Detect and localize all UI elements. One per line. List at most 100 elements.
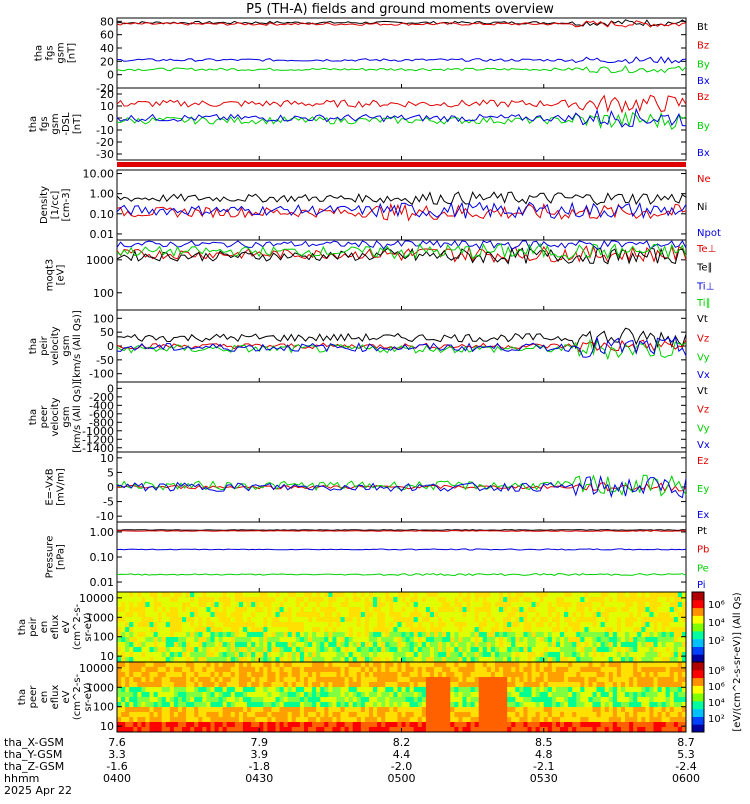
spectrogram-cell [214, 627, 219, 633]
spectrogram-cell [645, 637, 650, 643]
spectrogram-cell [182, 597, 187, 603]
spectrogram-cell [474, 692, 480, 698]
spectrogram-cell [568, 617, 573, 623]
legend-Ti∥: Ti∥ [696, 298, 711, 309]
spectrogram-cell [133, 627, 138, 633]
spectrogram-cell [161, 677, 167, 683]
spectrogram-cell [381, 712, 386, 718]
spectrogram-cell [348, 602, 354, 608]
spectrogram-cell [665, 652, 671, 658]
spectrogram-cell [336, 607, 341, 613]
spectrogram-cell [157, 627, 163, 633]
spectrogram-cell [629, 602, 634, 608]
spectrogram-cell [295, 632, 301, 638]
spectrogram-cell [535, 672, 541, 678]
spectrogram-cell [629, 682, 634, 688]
spectrogram-cell [568, 652, 573, 658]
spectrogram-cell [612, 662, 618, 668]
spectrogram-cell [470, 677, 476, 683]
spectrogram-cell [625, 592, 630, 598]
spectrogram-cell [377, 617, 382, 623]
spectrogram-cell [299, 642, 305, 648]
x-axis-value: 5.3 [677, 748, 695, 761]
spectrogram-cell [470, 607, 476, 613]
spectrogram-cell [238, 692, 244, 698]
spectrogram-cell [474, 662, 480, 668]
spectrogram-cell [295, 617, 301, 623]
spectrogram-cell [539, 642, 545, 648]
spectrogram-cell [612, 642, 618, 648]
spectrogram-cell [324, 692, 329, 698]
panel-frame [116, 17, 687, 89]
spectrogram-cell [222, 672, 228, 678]
spectrogram-cell [324, 592, 329, 598]
spectrogram-cell [352, 717, 358, 723]
spectrogram-cell [568, 687, 573, 693]
colorbar2-segment [692, 669, 704, 679]
spectrogram-cell [177, 712, 183, 718]
spectrogram-cell [584, 727, 589, 733]
spectrogram-cell [389, 682, 394, 688]
spectrogram-cell [494, 617, 500, 623]
spectrogram-cell [141, 687, 146, 693]
spectrogram-cell [182, 702, 187, 708]
spectrogram-cell [234, 597, 240, 603]
spectrogram-cell [125, 632, 130, 638]
y-axis-label: tha [17, 689, 28, 705]
spectrogram-cell [425, 617, 431, 623]
spectrogram-cell [454, 612, 459, 618]
spectrogram-cell [340, 647, 345, 653]
spectrogram-cell [352, 712, 358, 718]
spectrogram-cell [551, 622, 557, 628]
spectrogram-cell [312, 672, 317, 678]
spectrogram-cell [373, 617, 378, 623]
spectrogram-cell [543, 612, 549, 618]
spectrogram-cell [316, 647, 321, 653]
spectrogram-cell [515, 642, 520, 648]
spectrogram-cell [543, 662, 549, 668]
spectrogram-cell [474, 712, 480, 718]
spectrogram-cell [393, 637, 398, 643]
spectrogram-cell [251, 727, 256, 733]
spectrogram-cell [308, 697, 313, 703]
spectrogram-cell [511, 657, 516, 663]
spectrogram-cell [523, 657, 528, 663]
spectrogram-cell [157, 692, 163, 698]
spectrogram-cell [316, 712, 321, 718]
spectrogram-cell [584, 722, 589, 728]
spectrogram-cell [145, 697, 150, 703]
y-axis-label: E=-VxB [45, 468, 56, 505]
spectrogram-cell [425, 652, 431, 658]
spectrogram-cell [373, 597, 378, 603]
spectrogram-cell [413, 717, 419, 723]
spectrogram-cell [275, 622, 280, 628]
spectrogram-cell [442, 722, 447, 728]
spectrogram-cell [641, 632, 646, 638]
spectrogram-cell [267, 702, 272, 708]
spectrogram-cell [596, 637, 602, 643]
spectrogram-cell [616, 627, 622, 633]
spectrogram-cell [328, 637, 333, 643]
spectrogram-cell [214, 682, 219, 688]
spectrogram-cell [600, 697, 606, 703]
spectrogram-cell [454, 707, 459, 713]
spectrogram-cell [267, 687, 272, 693]
spectrogram-cell [458, 622, 463, 628]
spectrogram-cell [121, 682, 126, 688]
legend-Vx: Vx [697, 370, 710, 381]
spectrogram-cell [344, 622, 350, 628]
spectrogram-cell [157, 702, 163, 708]
spectrogram-cell [251, 722, 256, 728]
spectrogram-cell [588, 627, 593, 633]
spectrogram-cell [255, 647, 260, 653]
spectrogram-cell [210, 717, 215, 723]
spectrogram-cell [259, 657, 264, 663]
spectrogram-cell [661, 677, 667, 683]
spectrogram-cell [141, 722, 146, 728]
spectrogram-cell [190, 707, 195, 713]
spectrogram-cell [677, 722, 683, 728]
spectrogram-cell [145, 602, 150, 608]
spectrogram-cell [592, 702, 597, 708]
spectrogram-cell [560, 597, 565, 603]
spectrogram-cell [368, 652, 374, 658]
